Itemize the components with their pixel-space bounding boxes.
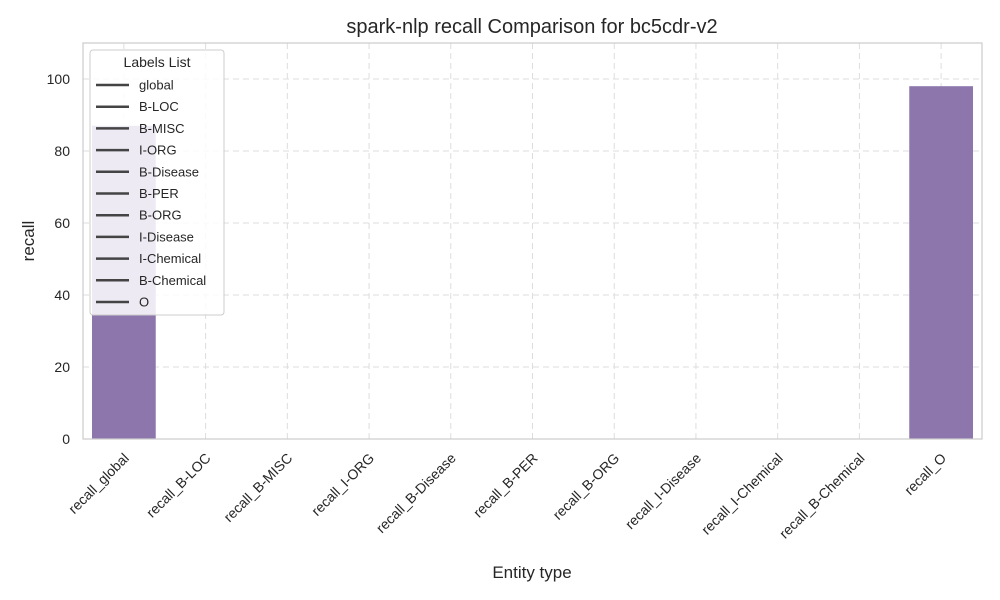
legend-label: O: [139, 295, 149, 310]
chart-title: spark-nlp recall Comparison for bc5cdr-v…: [346, 16, 717, 38]
legend-label: B-LOC: [139, 99, 179, 114]
legend-label: I-Disease: [139, 229, 194, 244]
plot-frame: [82, 42, 983, 440]
legend: Labels List global B-LOC B-MISC I-ORG B-Dise…: [89, 49, 225, 316]
legend-entries: global B-LOC B-MISC I-ORG B-Disease B-PER B-OR…: [96, 78, 206, 310]
legend-title: Labels List: [124, 54, 191, 70]
legend-label: B-Disease: [139, 164, 199, 179]
x-tick-label: recall_B-PER: [470, 450, 541, 521]
x-tick-label: recall_B-MISC: [220, 450, 295, 525]
legend-label: B-MISC: [139, 121, 185, 136]
x-tick-label: recall_I-Chemical: [698, 450, 786, 538]
y-tick-label: 20: [54, 359, 70, 375]
legend-label: B-PER: [139, 186, 179, 201]
y-tick-label: 100: [47, 71, 71, 87]
x-axis-ticks: recall_global recall_B-LOC recall_B-MISC re…: [65, 450, 949, 542]
y-tick-label: 0: [62, 431, 70, 447]
x-tick-label: recall_B-Chemical: [776, 450, 868, 542]
y-tick-label: 60: [54, 215, 70, 231]
x-tick-label: recall_I-ORG: [308, 450, 377, 519]
x-tick-label: recall_B-LOC: [143, 450, 214, 521]
x-tick-label: recall_B-ORG: [549, 450, 622, 523]
legend-label: global: [139, 78, 174, 93]
legend-label: B-Chemical: [139, 273, 206, 288]
y-axis-label: recall: [19, 221, 38, 262]
y-tick-label: 40: [54, 287, 70, 303]
legend-label: I-ORG: [139, 143, 177, 158]
y-tick-label: 80: [54, 143, 70, 159]
grid: [83, 43, 982, 440]
legend-label: I-Chemical: [139, 251, 201, 266]
y-axis-ticks: 0 20 40 60 80 100: [47, 71, 71, 447]
legend-box: [89, 49, 225, 316]
x-tick-label: recall_global: [65, 450, 132, 517]
x-axis-label: Entity type: [492, 563, 571, 582]
bar: [909, 86, 974, 439]
x-tick-label: recall_O: [901, 450, 949, 498]
x-tick-label: recall_I-Disease: [622, 450, 704, 532]
x-tick-label: recall_B-Disease: [373, 450, 459, 536]
legend-label: B-ORG: [139, 208, 182, 223]
